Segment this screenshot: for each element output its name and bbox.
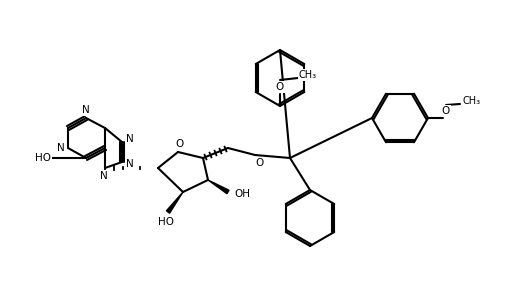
Text: CH₃: CH₃ xyxy=(463,96,481,106)
Text: OH: OH xyxy=(234,189,250,199)
Text: N: N xyxy=(126,134,134,144)
Polygon shape xyxy=(208,180,229,194)
Text: O: O xyxy=(276,82,284,92)
Text: O: O xyxy=(256,158,264,168)
Text: N: N xyxy=(126,159,134,169)
Text: N: N xyxy=(57,143,65,153)
Text: CH₃: CH₃ xyxy=(299,70,317,80)
Text: N: N xyxy=(100,171,108,181)
Text: O: O xyxy=(442,106,450,116)
Text: O: O xyxy=(176,139,184,149)
Text: N: N xyxy=(82,105,90,115)
Polygon shape xyxy=(166,192,183,213)
Text: HO: HO xyxy=(35,153,51,163)
Text: HO: HO xyxy=(158,217,174,227)
